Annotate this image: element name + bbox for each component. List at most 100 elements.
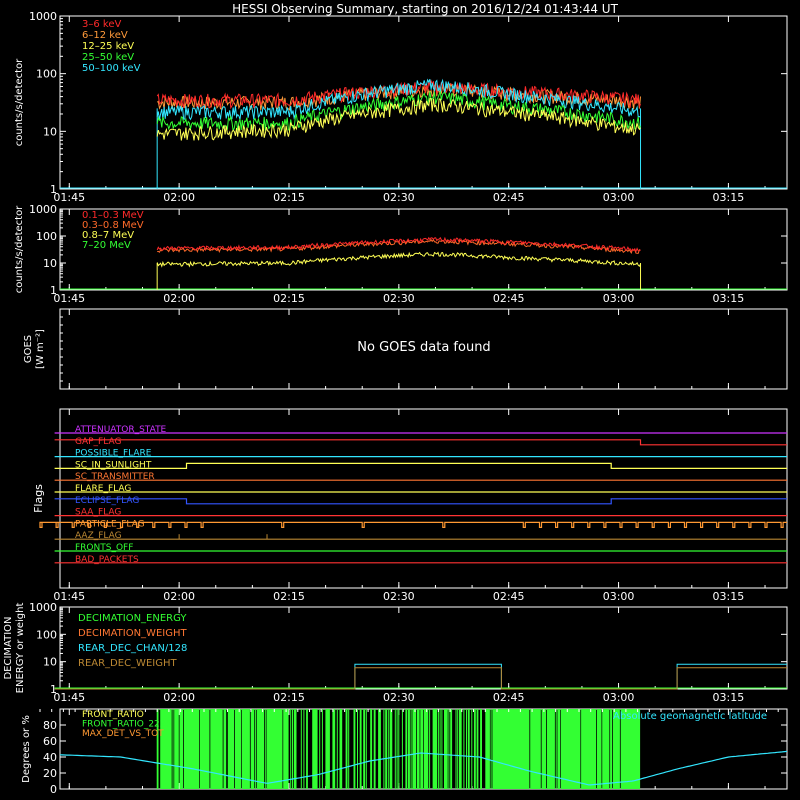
y-tick-label: 10: [43, 656, 57, 669]
x-tick-label: 03:00: [603, 590, 635, 603]
y-tick-label: 10: [43, 257, 57, 270]
x-tick-label: 02:30: [383, 292, 415, 305]
flag-label: FLARE_FLAG: [75, 484, 131, 494]
x-tick-label: 01:45: [53, 691, 85, 704]
series-line-mev-3: [156, 251, 641, 268]
y-tick-label: 20: [43, 767, 57, 780]
series-line-5: [156, 78, 641, 121]
x-tick-label: 01:45: [53, 191, 85, 204]
y-tick-label: 1000: [29, 601, 57, 614]
panel-frame-p2: [59, 208, 788, 291]
x-tick-label: 02:30: [383, 191, 415, 204]
x-tick-label: 02:15: [273, 590, 305, 603]
flag-label: AAZ_FLAG: [75, 531, 122, 541]
x-tick-label: 02:15: [273, 191, 305, 204]
legend-entry: REAR_DEC_WEIGHT: [78, 658, 177, 669]
panel-frame-p1: [59, 15, 788, 190]
x-tick-label: 03:00: [603, 691, 635, 704]
series-line-mev-1: [156, 236, 641, 253]
panel2-ylabel: counts/s/detector: [14, 205, 25, 293]
panel-frame-p5: [59, 606, 788, 690]
legend-entry: REAR_DEC_CHAN/128: [78, 643, 187, 654]
legend-entry: 3–6 keV: [82, 19, 121, 30]
flag-label: FRONTS_OFF: [75, 543, 133, 553]
y-tick-label: 1: [50, 183, 57, 196]
panel3-ylabel-bottom: [W m⁻²]: [35, 329, 46, 369]
y-tick-label: 60: [43, 735, 57, 748]
generated-chart-layer: 01:45 02:00 02:15 02:30 02:45 03:00 03:1511010…: [3, 10, 788, 796]
x-tick-label: 02:45: [493, 191, 525, 204]
legend-entry: 0.1–0.3 MeV: [82, 210, 144, 221]
series-line-3: [156, 98, 641, 141]
legend-entry: MAX_DET_VS_TOT: [82, 729, 164, 739]
flag-line-gap-flag: [54, 439, 787, 446]
decimation-line-3: [54, 667, 787, 690]
flag-label: ATTENUATOR_STATE: [75, 425, 167, 435]
y-tick-label: 100: [36, 68, 57, 81]
y-tick-label: 1000: [29, 10, 57, 23]
flag-label: SC_IN_SUNLIGHT: [75, 460, 152, 470]
legend-entry: 7–20 MeV: [82, 240, 131, 251]
flag-label: POSSIBLE_FLARE: [75, 449, 152, 459]
panel6-ylabel: Degrees or %: [21, 715, 32, 783]
flag-label: SC_TRANSMITTER: [75, 472, 155, 482]
x-tick-label: 01:45: [53, 292, 85, 305]
x-tick-label: 02:15: [273, 691, 305, 704]
flag-line-eclipse-flag: [54, 498, 787, 505]
y-tick-label: 80: [43, 719, 57, 732]
right-legend-label: Absolute geomagnetic latitude: [613, 711, 767, 722]
y-tick-label: 1000: [29, 203, 57, 216]
y-tick-label: 40: [43, 751, 57, 764]
geomagnetic-latitude-line: [59, 750, 788, 786]
legend-entry: FRONT_RATIO: [82, 710, 144, 720]
x-tick-label: 02:45: [493, 292, 525, 305]
flag-line-particle-flag: [39, 521, 787, 528]
x-tick-label: 01:45: [53, 590, 85, 603]
x-tick-label: 02:45: [493, 691, 525, 704]
flag-line-sc-in-sunlight: [54, 462, 787, 469]
flag-label: ECLIPSE_FLAG: [75, 496, 139, 506]
page-title: HESSI Observing Summary, starting on 201…: [232, 2, 618, 16]
front-ratio-2225-bars: [156, 709, 641, 789]
legend-entry: FRONT_RATIO_2225: [82, 720, 171, 730]
legend-entry: 6–12 keV: [82, 30, 128, 41]
panel6-top-ticks: [39, 709, 779, 712]
x-tick-label: 03:15: [713, 691, 745, 704]
flag-label: BAD_PACKETS: [75, 555, 139, 565]
y-tick-label: 1: [50, 284, 57, 297]
panel4-ylabel: Flags: [32, 484, 45, 513]
x-tick-label: 02:00: [163, 590, 195, 603]
y-tick-label: 0: [50, 783, 57, 796]
x-tick-label: 02:30: [383, 590, 415, 603]
y-tick-label: 100: [36, 628, 57, 641]
panel-frame-p6: [59, 708, 788, 790]
x-tick-label: 02:15: [273, 292, 305, 305]
flag-label: GAP_FLAG: [75, 437, 121, 447]
y-tick-label: 100: [36, 230, 57, 243]
panel3-ylabel-top: GOES: [23, 335, 34, 363]
flag-label: SAA_FLAG: [75, 508, 121, 518]
y-tick-label: 1: [50, 683, 57, 696]
flag-label: PARTICLE_FLAG: [75, 519, 145, 529]
x-tick-label: 03:15: [713, 191, 745, 204]
panel1-ylabel: counts/s/detector: [14, 58, 25, 146]
x-tick-label: 03:15: [713, 292, 745, 305]
x-tick-label: 03:00: [603, 292, 635, 305]
legend-entry: 25–50 keV: [82, 52, 134, 63]
legend-entry: DECIMATION_WEIGHT: [78, 628, 187, 639]
legend-entry: 50–100 keV: [82, 63, 141, 74]
legend-entry: 0.8–7 MeV: [82, 230, 134, 241]
x-tick-label: 02:00: [163, 292, 195, 305]
x-tick-label: 03:00: [603, 191, 635, 204]
no-goes-message: No GOES data found: [357, 340, 490, 355]
legend-entry: 0.3–0.8 MeV: [82, 220, 144, 231]
legend-entry: DECIMATION_ENERGY: [78, 613, 187, 624]
panel5-ylabel-line1: DECIMATION: [3, 616, 14, 679]
x-tick-label: 02:00: [163, 191, 195, 204]
x-tick-label: 02:30: [383, 691, 415, 704]
x-tick-label: 02:00: [163, 691, 195, 704]
x-tick-label: 03:15: [713, 590, 745, 603]
panel5-ylabel-line2: ENERGY or weight: [15, 603, 26, 694]
